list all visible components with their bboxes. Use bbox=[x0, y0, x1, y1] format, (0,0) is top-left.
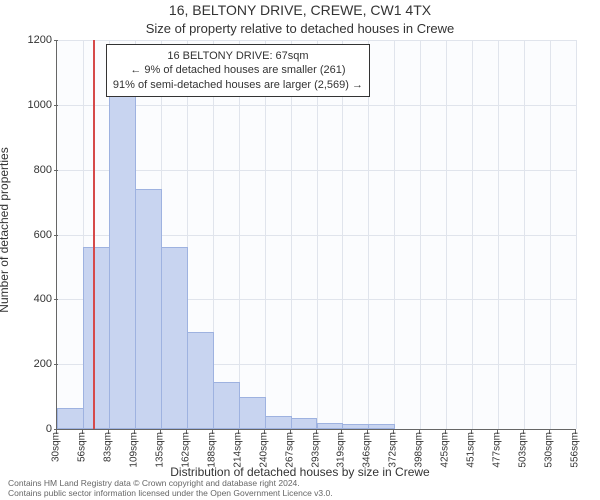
histogram-bar bbox=[317, 423, 344, 429]
histogram-bar bbox=[265, 416, 292, 429]
y-axis-label: Number of detached properties bbox=[0, 147, 11, 312]
x-tick-label: 556sqm bbox=[570, 432, 581, 468]
gridline-v bbox=[498, 40, 499, 429]
chart-subtitle: Size of property relative to detached ho… bbox=[0, 21, 600, 36]
histogram-bar bbox=[161, 247, 188, 429]
y-tick-label: 0 bbox=[12, 423, 52, 435]
x-tick-label: 503sqm bbox=[518, 432, 529, 468]
annotation-line-1: 16 BELTONY DRIVE: 67sqm bbox=[113, 49, 363, 63]
x-tick-label: 109sqm bbox=[128, 432, 139, 468]
footer-line-2: Contains public sector information licen… bbox=[8, 488, 333, 498]
histogram-bar bbox=[135, 189, 162, 429]
histogram-bar bbox=[213, 382, 240, 429]
gridline-v bbox=[472, 40, 473, 429]
footer-attribution: Contains HM Land Registry data © Crown c… bbox=[8, 478, 333, 498]
gridline-v bbox=[317, 40, 318, 429]
x-tick-label: 346sqm bbox=[362, 432, 373, 468]
gridline-v bbox=[265, 40, 266, 429]
x-tick-label: 240sqm bbox=[258, 432, 269, 468]
x-tick-label: 135sqm bbox=[154, 432, 165, 468]
x-tick-label: 56sqm bbox=[76, 432, 87, 462]
x-tick-label: 188sqm bbox=[206, 432, 217, 468]
chart-title: 16, BELTONY DRIVE, CREWE, CW1 4TX bbox=[0, 2, 600, 18]
x-tick-label: 398sqm bbox=[414, 432, 425, 468]
property-marker-line bbox=[93, 40, 95, 429]
x-tick-label: 267sqm bbox=[284, 432, 295, 468]
annotation-box: 16 BELTONY DRIVE: 67sqm ← 9% of detached… bbox=[106, 44, 370, 97]
histogram-bar bbox=[342, 424, 369, 429]
x-tick-label: 451sqm bbox=[466, 432, 477, 468]
y-tick-label: 600 bbox=[12, 229, 52, 241]
x-tick-label: 293sqm bbox=[310, 432, 321, 468]
x-tick-label: 425sqm bbox=[440, 432, 451, 468]
histogram-bar bbox=[187, 332, 214, 429]
annotation-line-2: ← 9% of detached houses are smaller (261… bbox=[113, 63, 363, 77]
y-tick-label: 400 bbox=[12, 293, 52, 305]
gridline-v bbox=[239, 40, 240, 429]
y-tick-label: 1000 bbox=[12, 99, 52, 111]
gridline-v bbox=[291, 40, 292, 429]
x-tick-label: 214sqm bbox=[232, 432, 243, 468]
gridline-v bbox=[420, 40, 421, 429]
y-tick-label: 1200 bbox=[12, 34, 52, 46]
gridline-v bbox=[394, 40, 395, 429]
annotation-line-3: 91% of semi-detached houses are larger (… bbox=[113, 78, 363, 92]
histogram-bar bbox=[291, 418, 318, 429]
gridline-v bbox=[524, 40, 525, 429]
x-tick-label: 530sqm bbox=[544, 432, 555, 468]
x-tick-label: 372sqm bbox=[388, 432, 399, 468]
histogram-bar bbox=[239, 397, 266, 429]
histogram-bar bbox=[83, 247, 110, 429]
plot-area: 16 BELTONY DRIVE: 67sqm ← 9% of detached… bbox=[56, 40, 576, 430]
histogram-bar bbox=[368, 424, 395, 429]
x-tick-label: 162sqm bbox=[180, 432, 191, 468]
x-tick-label: 477sqm bbox=[492, 432, 503, 468]
y-tick-label: 200 bbox=[12, 358, 52, 370]
histogram-bar bbox=[57, 408, 84, 429]
gridline-v bbox=[342, 40, 343, 429]
x-tick-label: 319sqm bbox=[336, 432, 347, 468]
gridline-v bbox=[550, 40, 551, 429]
gridline-v bbox=[368, 40, 369, 429]
footer-line-1: Contains HM Land Registry data © Crown c… bbox=[8, 478, 333, 488]
x-tick-label: 83sqm bbox=[102, 432, 113, 462]
gridline-v bbox=[576, 40, 577, 429]
x-tick-label: 30sqm bbox=[51, 432, 62, 462]
histogram-bar bbox=[109, 79, 136, 429]
gridline-v bbox=[446, 40, 447, 429]
chart-container: 16, BELTONY DRIVE, CREWE, CW1 4TX Size o… bbox=[0, 0, 600, 500]
y-tick-label: 800 bbox=[12, 164, 52, 176]
